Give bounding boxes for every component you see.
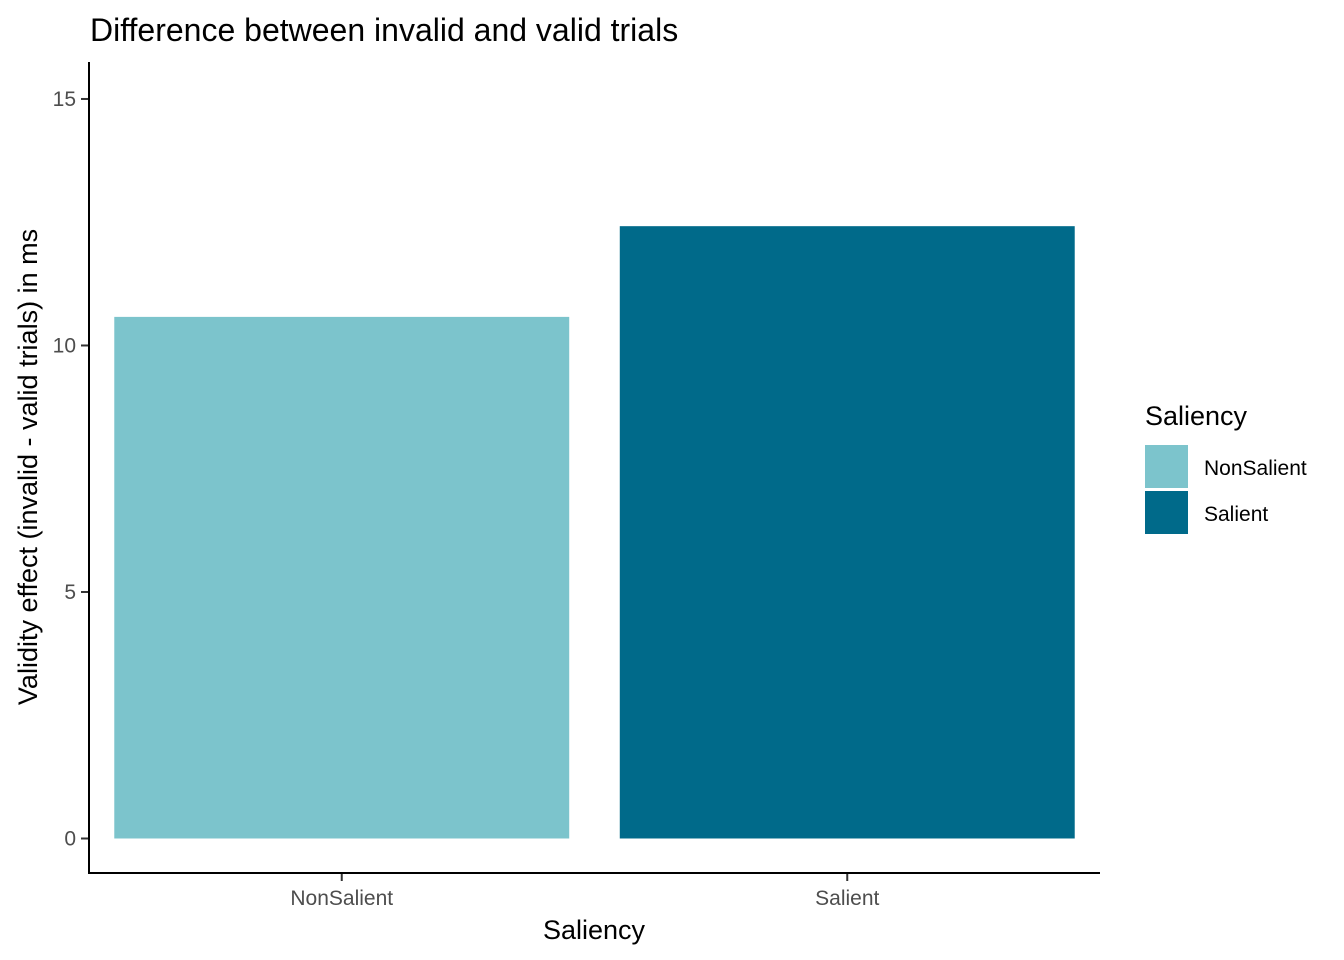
y-tick-label-15: 15 (53, 88, 76, 111)
legend-label-salient: Salient (1204, 503, 1268, 526)
x-axis-title: Saliency (543, 915, 646, 945)
x-tick-label-salient: Salient (815, 887, 879, 910)
x-axis: NonSalient Salient (290, 873, 880, 910)
legend-label-nonsalient: NonSalient (1204, 457, 1307, 480)
x-tick-label-nonsalient: NonSalient (290, 887, 393, 910)
bars-layer (114, 226, 1075, 839)
legend: Saliency NonSalient Salient (1145, 401, 1307, 534)
bar-salient (619, 226, 1075, 839)
y-tick-label-5: 5 (64, 581, 76, 604)
chart-title: Difference between invalid and valid tri… (90, 12, 678, 48)
legend-key-nonsalient (1145, 445, 1188, 488)
bar-nonsalient (114, 316, 570, 839)
y-tick-label-0: 0 (64, 827, 76, 850)
y-axis: 0 5 10 15 (53, 88, 89, 850)
legend-title: Saliency (1145, 401, 1248, 431)
y-axis-title: Validity effect (invalid - valid trials)… (13, 229, 43, 705)
legend-key-salient (1145, 491, 1188, 534)
y-tick-label-10: 10 (53, 334, 76, 357)
